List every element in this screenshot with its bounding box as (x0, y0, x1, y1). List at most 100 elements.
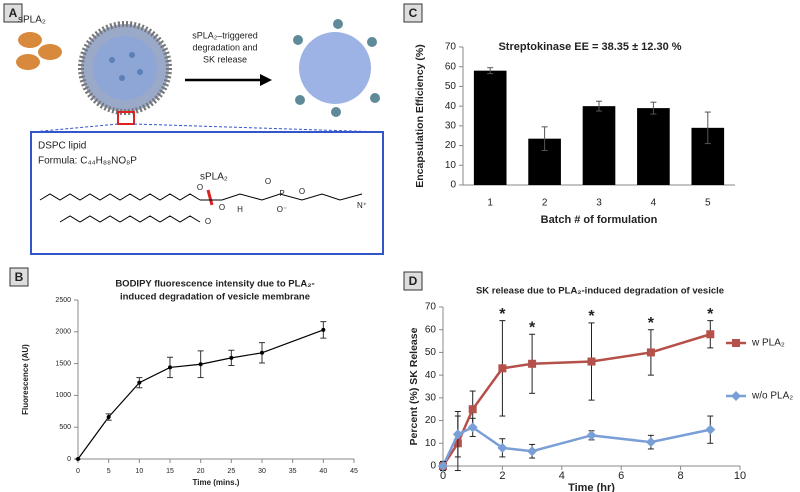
point (438, 461, 448, 471)
process-label: sPLA₂–triggered (192, 30, 258, 40)
chart-title: SK release due to PLA₂-induced degradati… (476, 286, 724, 297)
chart-title: Streptokinase EE = 38.35 ± 12.30 % (498, 41, 681, 53)
y-tick-label: 2000 (55, 329, 71, 336)
panel-label-box (403, 271, 423, 291)
panel-label-box (403, 3, 423, 23)
y-axis-label: Encapsulation Efficiency (%) (414, 44, 426, 188)
point (527, 446, 538, 457)
x-tick-label: 0 (76, 468, 80, 475)
y-tick-label: 2500 (55, 297, 71, 304)
x-tick-label: 6 (618, 470, 624, 482)
zoom-box (117, 111, 135, 125)
atom: H (237, 205, 243, 214)
y-tick-label: 60 (425, 324, 437, 335)
y-tick-label: 40 (425, 370, 437, 381)
x-tick-label: 0 (440, 470, 446, 482)
line (77, 329, 324, 460)
sk (333, 19, 343, 29)
chart-title: induced degradation of vesicle membrane (120, 292, 310, 303)
y-tick-label: 50 (425, 347, 437, 358)
y-tick-label: 50 (445, 81, 457, 92)
y-tick-label: 60 (445, 61, 457, 72)
point (645, 437, 656, 448)
point (498, 364, 507, 373)
point (76, 457, 80, 461)
y-tick-label: 1000 (55, 392, 71, 399)
line (441, 425, 711, 467)
zoom-line (133, 123, 384, 133)
chart-title: BODIPY fluorescence intensity due to PLA… (115, 279, 314, 290)
x-tick-label: 1 (487, 198, 493, 209)
y-tick-label: 1500 (55, 360, 71, 367)
enzyme (38, 44, 62, 60)
vesicle-core (93, 36, 157, 100)
point (586, 430, 597, 441)
x-tick-label: 10 (734, 470, 746, 482)
panel-label: D (409, 274, 418, 288)
y-axis-label: Fluorescence (AU) (21, 344, 30, 415)
chart-panel: C Streptokinase EE = 38.35 ± 12.30 % 0 10 20… (403, 3, 735, 226)
enzyme-label: sPLA₂ (18, 15, 46, 26)
panel-a: A sPLA₂ sPLA₂–triggered degradation and … (3, 3, 384, 255)
x-tick-label: 40 (319, 468, 327, 475)
point (260, 350, 264, 355)
panel-label: A (9, 6, 18, 20)
x-tick-label: 35 (289, 468, 297, 475)
sk (109, 57, 115, 63)
x-tick-label: 25 (227, 468, 235, 475)
atom: N⁺ (357, 201, 367, 210)
y-tick-label: 0 (430, 461, 436, 472)
sk (367, 37, 377, 47)
atom: P (279, 189, 284, 198)
panel-label-box (3, 3, 23, 23)
lipid-name: DSPC lipid (38, 141, 86, 152)
y-tick-label: 10 (445, 160, 457, 171)
lipid-chain (39, 193, 201, 201)
x-tick-label: 3 (596, 198, 602, 209)
lipid-box (30, 131, 384, 255)
point (705, 424, 716, 435)
x-tick-label: 2 (499, 470, 505, 482)
y-tick-label: 30 (425, 392, 437, 403)
sk (293, 35, 303, 45)
point (731, 391, 741, 401)
atom: O⁻ (277, 205, 287, 214)
y-tick-label: 40 (445, 101, 457, 112)
degraded-vesicle (299, 32, 371, 104)
x-tick-label: 20 (197, 468, 205, 475)
chart-panel: B BODIPY fluorescence intensity due to PL… (9, 267, 358, 487)
point (229, 355, 234, 360)
x-tick-label: 2 (542, 198, 548, 209)
head-group (200, 193, 363, 201)
atom: O (265, 177, 271, 186)
x-tick-label: 10 (135, 468, 143, 475)
bar (637, 108, 670, 185)
annotation: * (588, 308, 595, 325)
x-axis-label: Batch # of formulation (541, 214, 658, 226)
x-tick-label: 4 (651, 198, 657, 209)
process-label: SK release (203, 54, 247, 64)
y-tick-label: 0 (450, 180, 456, 191)
point (452, 429, 463, 440)
y-tick-label: 20 (425, 415, 437, 426)
sk (119, 75, 125, 81)
legend-label: w PLA₂ (751, 338, 785, 349)
point (321, 327, 326, 332)
y-tick-label: 70 (425, 302, 437, 313)
y-tick-label: 30 (445, 120, 457, 131)
x-tick-label: 30 (258, 468, 266, 475)
lipid-chain (59, 215, 201, 223)
panel-label: B (15, 270, 24, 284)
sk (370, 93, 380, 103)
annotation: * (648, 315, 655, 332)
point (106, 415, 111, 420)
y-tick-label: 0 (67, 456, 71, 463)
panel-label-box (9, 267, 29, 287)
sk (137, 69, 143, 75)
legend-label: w/o PLA₂ (751, 391, 793, 402)
point (732, 339, 740, 347)
atom: O (219, 203, 225, 212)
atom: O (197, 183, 203, 192)
enzyme (16, 54, 40, 70)
annotation: * (499, 306, 506, 323)
